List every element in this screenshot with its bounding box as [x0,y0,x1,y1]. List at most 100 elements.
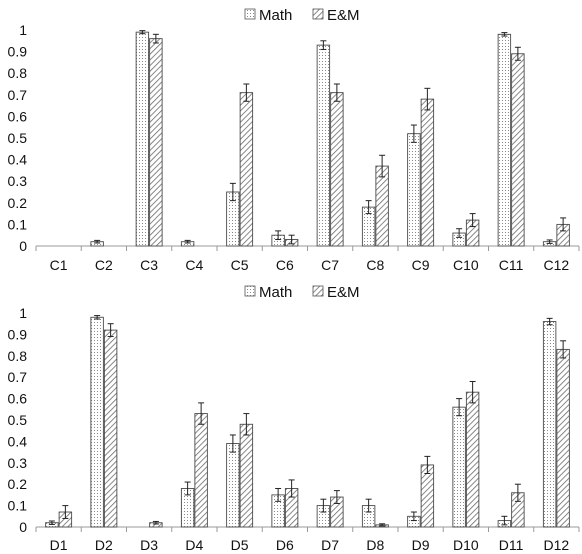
error-bar-math-C12 [546,239,553,244]
error-bar-math-C8 [365,200,372,215]
legend-label: E&M [327,7,360,24]
bar-em-C7 [330,92,344,247]
bar-math-C11 [497,33,512,247]
error-bar-math-C5 [229,182,236,202]
error-bar-em-D4 [198,402,205,425]
error-bar-em-C5 [243,83,250,102]
x-tick-label: C12 [544,257,570,273]
x-tick-label: C2 [95,257,113,273]
y-tick-label: 0.1 [8,216,28,232]
legend-label: Math [259,284,292,301]
bar-math-D10 [452,406,466,528]
error-bar-em-C11 [514,46,521,61]
error-bar-math-C6 [275,230,282,241]
x-tick-label: D9 [412,537,430,553]
error-bar-math-C2 [94,239,101,244]
y-tick-label: 0.3 [8,173,28,189]
error-bar-em-D2 [107,323,114,338]
x-tick-label: C8 [366,257,384,273]
x-tick-label: D10 [453,537,479,553]
error-bar-em-D12 [560,340,567,359]
x-tick-label: C3 [140,257,158,273]
legend-swatch-em [312,285,324,297]
bar-em-D4 [194,413,208,528]
error-bar-math-D2 [94,315,101,320]
chart-panel-2: Math E&M 0 0.1 0.2 0.3 0.4 0.5 0.6 0.7 0.8 0.9 1 D1 D2… [8,284,580,553]
error-bar-em-C6 [288,234,295,245]
error-bar-math-D4 [184,481,191,496]
x-tick-label: D4 [185,537,203,553]
y-tick-label: 0.3 [8,455,28,471]
error-bar-em-D7 [333,490,340,504]
x-tick-label: C11 [499,257,524,273]
error-bar-math-C7 [320,40,327,50]
legend-swatch-math [244,285,256,297]
x-tick-label: C7 [321,257,339,273]
y-tick-label: 0.9 [8,326,28,342]
bar-math-C9 [407,133,421,247]
y-tick-label: 0 [19,238,27,254]
x-tick-label: D1 [50,537,68,553]
y-tick-label: 0.7 [8,369,28,385]
error-bar-em-D5 [243,413,250,436]
x-tick-label: C9 [412,257,430,273]
error-bar-math-D8 [365,498,372,513]
legend-swatch-em [312,8,324,20]
x-tick-label: C10 [453,257,479,273]
y-tick-label: 0.9 [8,44,28,60]
y-tick-label: 0.8 [8,65,28,81]
y-tick-label: 0.8 [8,348,28,364]
error-bar-em-C8 [379,154,386,178]
x-tick-label: D5 [231,537,249,553]
x-tick-label: D8 [366,537,384,553]
chart-panel-1: Math E&M 0 0.1 0.2 0.3 0.4 0.5 0.6 0.7 0.8 0.9 1 C1 C2… [8,7,580,273]
error-bar-math-D11 [501,515,508,526]
legend-label: Math [259,7,292,24]
bar-em-C9 [420,98,435,247]
y-axis: 0 0.1 0.2 0.3 0.4 0.5 0.6 0.7 0.8 0.9 1 [8,305,28,535]
bar-em-C3 [149,38,163,247]
x-tick-label: C1 [50,257,68,273]
bar-em-C8 [375,165,389,247]
x-tick-label: C6 [276,257,294,273]
x-tick-label: C5 [231,257,249,273]
bar-math-D2 [90,316,104,528]
x-tick-label: D7 [321,537,339,553]
bar-math-D5 [226,443,240,528]
bar-em-D9 [420,464,435,528]
error-bar-math-D5 [229,434,236,453]
error-bar-math-C4 [184,239,191,244]
error-bar-em-D6 [288,479,295,498]
y-tick-label: 0.1 [8,498,28,514]
error-bar-em-D9 [424,455,431,474]
error-bar-math-D7 [320,498,327,513]
y-tick-label: 0.5 [8,130,28,146]
x-tick-label: D2 [95,537,113,553]
error-bar-em-C3 [152,33,159,44]
bar-em-C11 [511,53,525,247]
legend: Math E&M [244,7,360,24]
error-bar-math-D9 [410,511,417,522]
legend-swatch-math [244,8,256,20]
y-tick-label: 0.6 [8,391,28,407]
y-tick-label: 0 [19,519,27,535]
y-tick-label: 0.4 [8,433,28,449]
error-bar-em-C12 [560,217,567,232]
x-tick-label: D11 [499,537,524,553]
error-bar-math-D1 [48,520,55,525]
y-axis: 0 0.1 0.2 0.3 0.4 0.5 0.6 0.7 0.8 0.9 1 [8,22,28,254]
error-bar-em-D10 [469,380,476,404]
error-bar-math-C9 [410,124,417,143]
error-bar-em-D1 [62,505,69,519]
bar-math-C3 [135,31,150,247]
error-bar-em-C9 [424,87,431,111]
x-tick-label: D6 [276,537,294,553]
error-bar-em-C7 [333,83,340,102]
error-bar-math-C11 [501,32,508,37]
bar-math-D12 [542,321,557,528]
x-axis: C1 C2 C3 C4 C5 C6 C7 C8 C9 C10 C11 C12 [35,246,580,273]
y-tick-label: 0.4 [8,152,28,168]
y-tick-label: 0.6 [8,108,28,124]
x-tick-label: D3 [140,537,158,553]
